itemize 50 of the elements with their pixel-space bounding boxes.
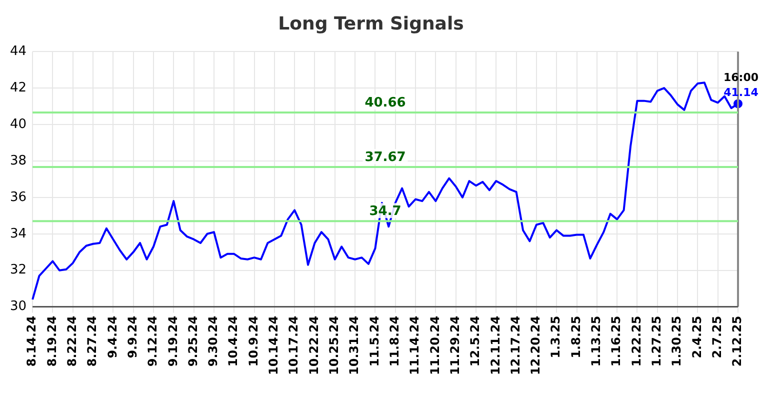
x-tick-label: 2.7.25 (710, 316, 724, 358)
x-tick-label: 1.13.25 (589, 316, 604, 367)
x-tick-label: 8.19.24 (44, 316, 59, 367)
x-tick-label: 8.14.24 (24, 316, 39, 367)
x-tick-label: 1.8.25 (568, 316, 583, 358)
x-tick-label: 10.17.24 (286, 316, 301, 376)
x-tick-label: 1.3.25 (548, 316, 563, 358)
x-tick-label: 12.5.24 (468, 316, 482, 367)
ref-line-label: 37.67 (364, 150, 406, 165)
x-tick-label: 1.30.25 (670, 316, 684, 367)
y-tick-label: 36 (10, 190, 27, 205)
x-tick-label: 10.4.24 (226, 316, 240, 367)
x-tick-label: 10.22.24 (306, 316, 321, 376)
x-tick-label: 9.19.24 (166, 316, 180, 367)
x-tick-label: 12.11.24 (488, 316, 502, 376)
x-tick-label: 10.14.24 (266, 316, 281, 376)
x-tick-label: 11.14.24 (408, 316, 422, 376)
y-tick-label: 42 (10, 80, 27, 96)
chart-title: Long Term Signals (278, 13, 464, 34)
y-tick-label: 30 (10, 299, 27, 314)
ref-line-label: 34.7 (369, 204, 402, 219)
x-tick-label: 9.30.24 (206, 316, 220, 367)
x-tick-label: 1.16.25 (609, 316, 624, 367)
x-tick-label: 9.25.24 (186, 316, 200, 367)
y-tick-label: 32 (10, 262, 27, 278)
data-label: 41.14 (724, 86, 759, 100)
ref-line-label: 40.66 (364, 95, 406, 110)
x-tick-label: 9.12.24 (146, 316, 160, 367)
x-tick-label: 8.27.24 (85, 316, 100, 367)
x-tick-label: 9.4.24 (105, 316, 120, 358)
x-tick-label: 11.5.24 (367, 316, 382, 367)
x-tick-label: 9.9.24 (125, 316, 140, 358)
x-tick-label: 12.20.24 (528, 316, 543, 376)
y-tick-label: 44 (10, 44, 27, 59)
annotation: 16:00 (723, 71, 759, 84)
x-tick-label: 10.9.24 (246, 316, 260, 367)
x-tick-label: 10.31.24 (347, 316, 362, 376)
x-tick-label: 10.25.24 (327, 316, 342, 376)
x-tick-label: 2.4.25 (690, 316, 704, 358)
y-tick-label: 40 (10, 116, 27, 132)
x-tick-label: 12.17.24 (508, 316, 522, 376)
x-tick-label: 2.12.25 (730, 316, 744, 367)
x-tick-label: 8.22.24 (64, 316, 79, 367)
y-tick-label: 38 (10, 153, 27, 168)
x-tick-label: 11.8.24 (387, 316, 402, 367)
x-tick-label: 1.22.25 (629, 316, 644, 367)
x-tick-label: 11.29.24 (448, 316, 462, 376)
y-tick-label: 34 (10, 226, 27, 242)
x-tick-label: 1.27.25 (650, 316, 664, 367)
x-tick-label: 11.20.24 (428, 316, 442, 376)
